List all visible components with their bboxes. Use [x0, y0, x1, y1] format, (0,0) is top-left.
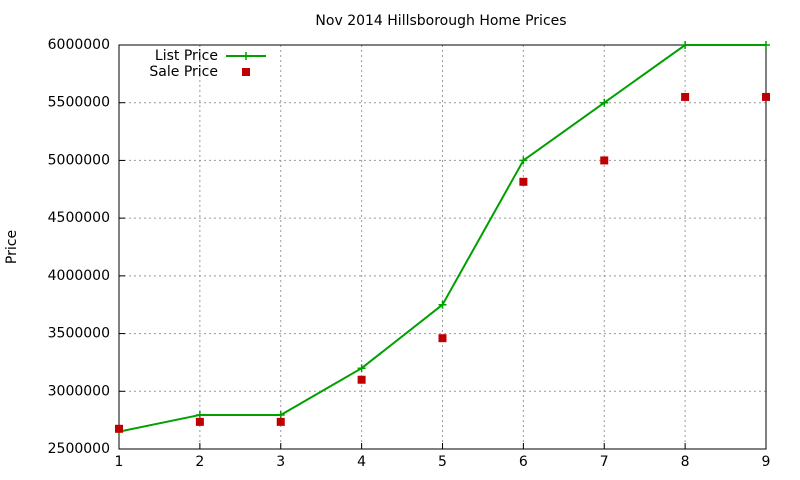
y-tick-label: 2500000 [48, 441, 110, 457]
x-tick-label: 3 [276, 454, 285, 470]
legend-label: Sale Price [149, 64, 218, 80]
y-tick-label: 3000000 [48, 383, 110, 399]
y-axis-label: Price [4, 230, 20, 264]
y-tick-label: 5000000 [48, 152, 110, 168]
plot-frame [118, 44, 767, 450]
point-marker [276, 417, 285, 426]
legend-marker [242, 52, 250, 60]
point-marker [357, 375, 366, 384]
x-tick-label: 6 [519, 454, 528, 470]
y-tick-label: 6000000 [48, 37, 110, 53]
x-tick-label: 1 [115, 454, 124, 470]
legend-marker [242, 68, 250, 76]
point-marker [438, 334, 447, 343]
point-marker [681, 92, 690, 101]
point-marker [115, 424, 123, 433]
point-marker [357, 364, 366, 373]
point-marker [195, 410, 204, 419]
y-tick-label: 4500000 [48, 210, 110, 226]
point-marker [195, 417, 204, 426]
line [118, 44, 766, 433]
point-marker [600, 156, 609, 165]
point-marker [600, 98, 609, 107]
point-marker [276, 410, 285, 419]
x-tick-label: 4 [357, 454, 366, 470]
y-tick-label: 5500000 [48, 95, 110, 111]
y-tick-label: 4000000 [48, 268, 110, 284]
point-marker [762, 92, 770, 101]
x-tick-label: 8 [681, 454, 690, 470]
x-tick-label: 5 [438, 454, 447, 470]
point-marker [762, 41, 770, 49]
point-marker [438, 300, 447, 309]
x-tick-label: 9 [762, 454, 771, 470]
point-marker [519, 177, 528, 186]
x-tick-label: 2 [195, 454, 204, 470]
legend-label: List Price [155, 48, 218, 64]
point-marker [519, 156, 528, 165]
x-tick-label: 7 [600, 454, 609, 470]
chart-title: Nov 2014 Hillsborough Home Prices [315, 13, 566, 29]
point-marker [681, 41, 690, 49]
y-tick-label: 3500000 [48, 326, 110, 342]
